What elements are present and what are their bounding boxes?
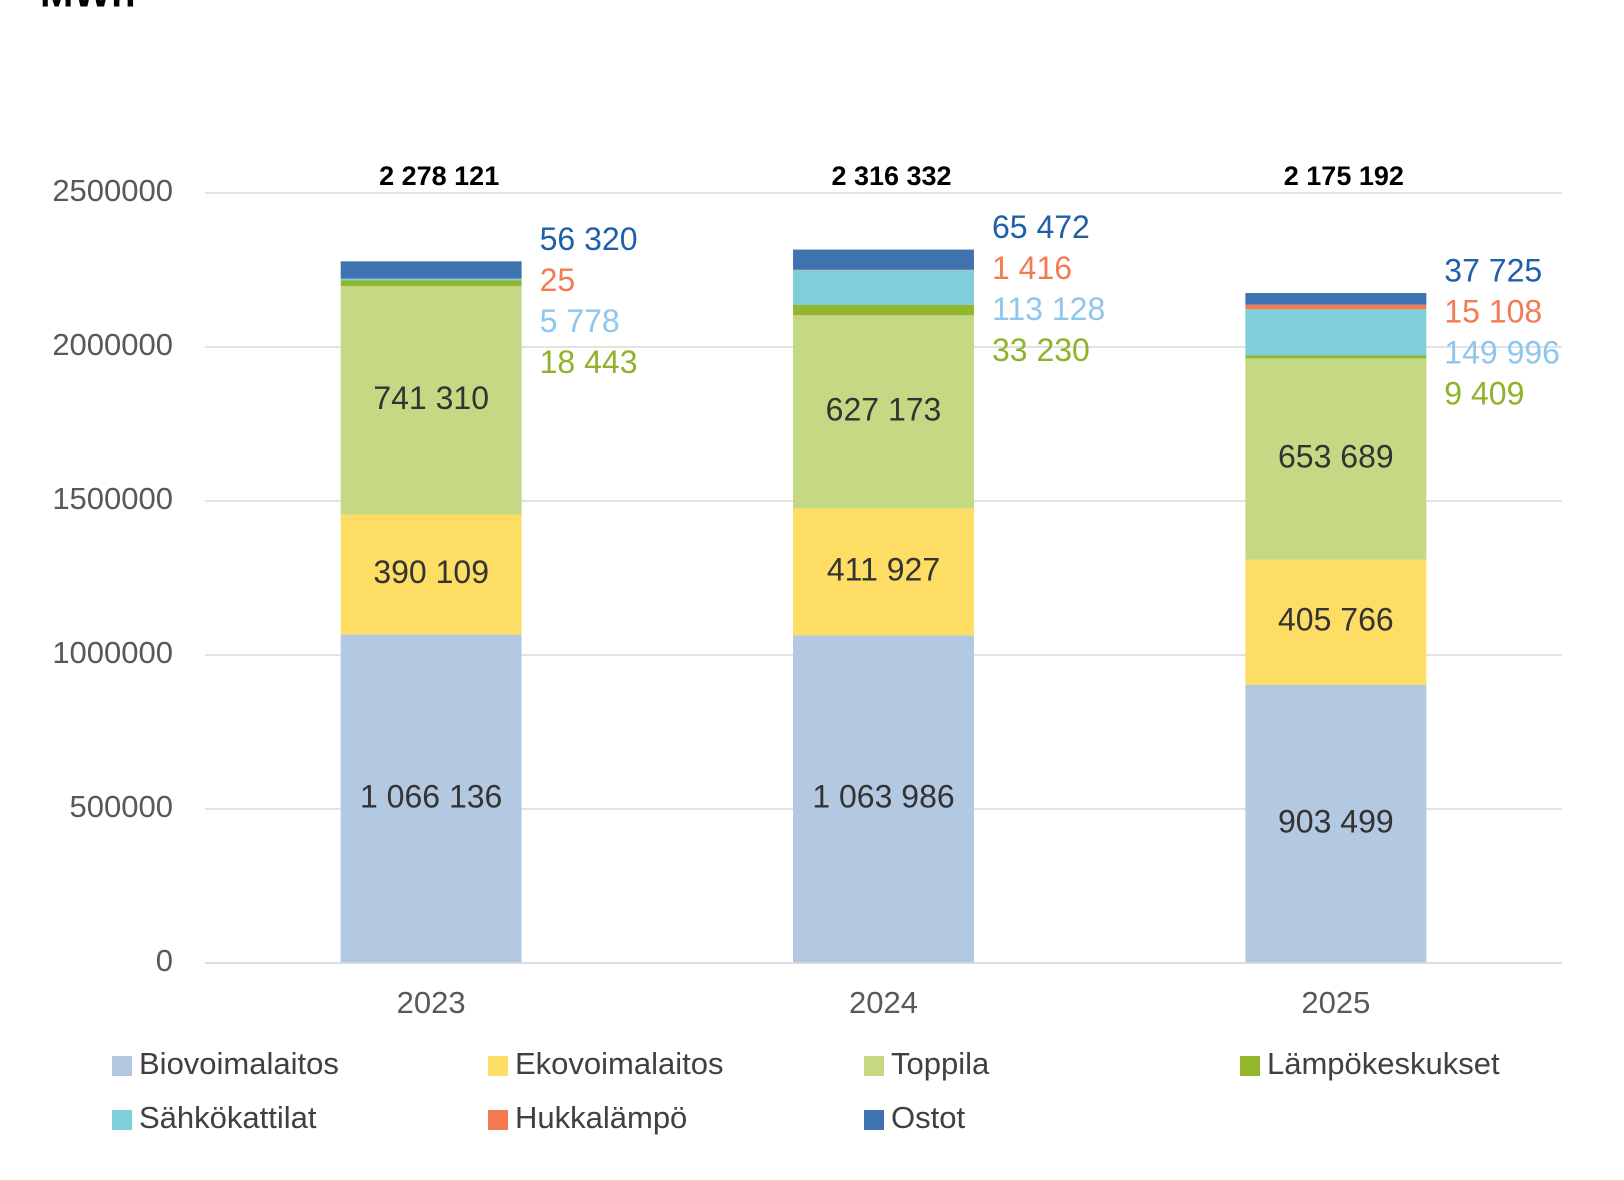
total-label: 2 175 192 <box>1284 161 1404 191</box>
data-label: 405 766 <box>1278 602 1394 638</box>
legend-swatch <box>112 1056 132 1076</box>
legend-label: Biovoimalaitos <box>139 1046 339 1081</box>
bar-segment <box>1245 309 1427 356</box>
data-label: 627 173 <box>826 391 942 427</box>
data-label: 56 320 <box>540 221 638 257</box>
y-tick-label: 500000 <box>70 789 173 824</box>
legend-label: Sähkökattilat <box>139 1100 317 1135</box>
bar-segment <box>340 261 522 279</box>
data-label: 1 063 986 <box>812 779 954 815</box>
legend-swatch <box>1240 1056 1260 1076</box>
x-tick-label: 2023 <box>397 985 466 1020</box>
bar-segment <box>340 280 522 287</box>
data-label: 15 108 <box>1444 293 1542 329</box>
legend-label: Ekovoimalaitos <box>515 1046 723 1081</box>
bar-segment <box>1245 293 1427 305</box>
bar-segment <box>1245 559 1427 685</box>
y-tick-label: 2500000 <box>52 173 173 208</box>
bar-segment <box>793 635 974 963</box>
bar-segment <box>1245 684 1427 963</box>
data-label: 33 230 <box>992 332 1090 368</box>
legend-label: Ostot <box>891 1100 965 1135</box>
bar-segment <box>1245 304 1427 310</box>
x-tick-label: 2024 <box>849 985 918 1020</box>
data-label: 411 927 <box>827 551 940 587</box>
data-label: 5 778 <box>540 303 620 339</box>
bar-segment <box>793 315 974 509</box>
data-label: 149 996 <box>1444 334 1560 370</box>
bar-segment <box>1245 355 1427 359</box>
bar-segment <box>340 286 522 515</box>
data-label: 9 409 <box>1444 375 1524 411</box>
data-label: 653 689 <box>1278 439 1394 475</box>
legend-swatch <box>488 1110 508 1130</box>
data-label: 741 310 <box>373 380 489 416</box>
bar-segment <box>1245 358 1427 560</box>
bar-segment <box>793 270 974 306</box>
legend-swatch <box>488 1056 508 1076</box>
bar-segment <box>340 514 522 635</box>
data-label: 37 725 <box>1444 252 1542 288</box>
data-label: 1 416 <box>992 250 1072 286</box>
total-label: 2 316 332 <box>831 161 951 191</box>
y-tick-label: 0 <box>156 943 173 978</box>
data-label: 65 472 <box>992 209 1090 245</box>
legend-swatch <box>112 1110 132 1130</box>
total-label: 2 278 121 <box>379 161 499 191</box>
legend-swatch <box>864 1056 884 1076</box>
chart-title: MWh <box>40 0 136 16</box>
data-label: 1 066 136 <box>360 778 502 814</box>
bar-segment <box>793 249 974 270</box>
bar-segment <box>340 634 522 963</box>
bar-segment <box>793 508 974 636</box>
legend-label: Lämpökeskukset <box>1267 1046 1500 1081</box>
y-tick-label: 2000000 <box>52 327 173 362</box>
bar-segment <box>793 305 974 316</box>
y-tick-label: 1000000 <box>52 635 173 670</box>
legend-swatch <box>864 1110 884 1130</box>
x-tick-label: 2025 <box>1301 985 1370 1020</box>
bar-segment <box>340 278 522 281</box>
y-tick-label: 1500000 <box>52 481 173 516</box>
legend-label: Toppila <box>891 1046 990 1081</box>
data-label: 18 443 <box>540 344 638 380</box>
data-label: 903 499 <box>1278 803 1394 839</box>
data-label: 390 109 <box>373 554 489 590</box>
data-label: 25 <box>540 262 576 298</box>
legend-label: Hukkalämpö <box>515 1100 687 1135</box>
data-label: 113 128 <box>992 291 1105 327</box>
